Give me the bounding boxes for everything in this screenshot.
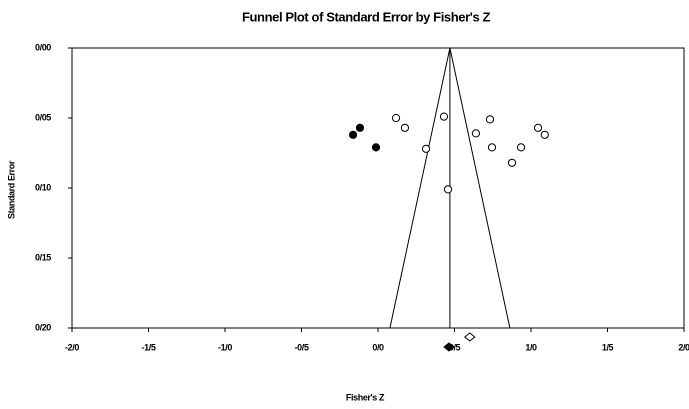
x-tick-label: -1/5 (142, 342, 156, 352)
y-tick-label: 0/05 (35, 112, 51, 122)
y-tick-label: 0/10 (35, 182, 51, 192)
x-tick-label: 2/0 (678, 342, 689, 352)
y-tick-label: 0/00 (35, 42, 51, 52)
study-point (517, 144, 524, 151)
study-point (488, 144, 495, 151)
study-point (349, 131, 356, 138)
study-point (422, 145, 429, 152)
y-tick-label: 0/20 (35, 322, 51, 332)
study-point (508, 159, 515, 166)
y-axis-title: Standard Error (6, 160, 16, 219)
y-tick-label: 0/15 (35, 252, 51, 262)
study-point (392, 114, 399, 121)
study-point (356, 124, 363, 131)
chart: Funnel Plot of Standard Error by Fisher'… (0, 0, 689, 409)
x-tick-label: -2/0 (65, 342, 79, 352)
x-tick-label: 0/0 (372, 342, 384, 352)
chart-title: Funnel Plot of Standard Error by Fisher'… (242, 9, 491, 24)
x-tick-label: -0/5 (295, 342, 309, 352)
study-point (534, 124, 541, 131)
study-point (541, 131, 548, 138)
x-tick-label: -1/0 (218, 342, 232, 352)
study-point (444, 186, 451, 193)
x-tick-label: 1/0 (525, 342, 537, 352)
summary-diamond (465, 333, 475, 341)
study-point (401, 124, 408, 131)
plot-frame (72, 48, 684, 328)
x-tick-label: 1/5 (602, 342, 614, 352)
study-point (440, 113, 447, 120)
study-point (372, 144, 379, 151)
study-point (472, 130, 479, 137)
study-point (486, 116, 493, 123)
x-axis-title: Fisher's Z (346, 392, 385, 402)
